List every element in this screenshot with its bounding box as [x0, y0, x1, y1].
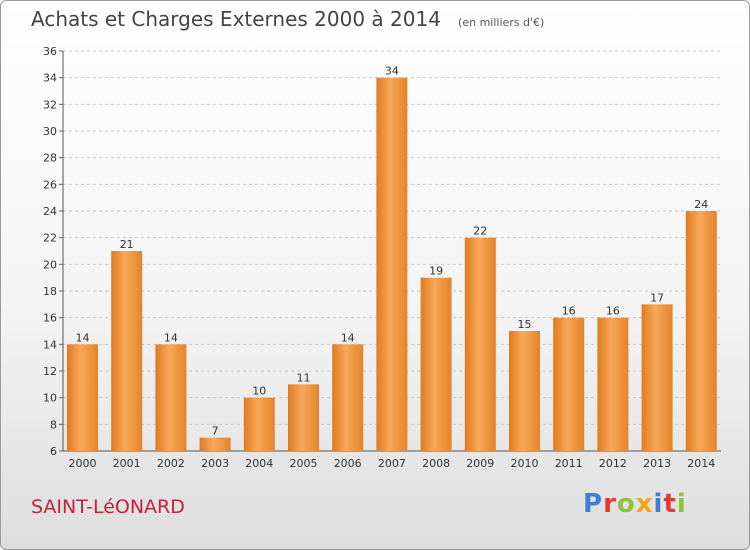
y-tick-label: 34 [43, 72, 57, 85]
y-tick-label: 30 [43, 125, 57, 138]
y-tick-label: 6 [50, 445, 57, 458]
bar-value-label: 14 [164, 331, 178, 344]
bar-value-label: 7 [212, 425, 219, 438]
bar [376, 77, 408, 452]
bar-value-label: 11 [297, 371, 311, 384]
bar [199, 437, 231, 451]
bar-value-label: 14 [341, 331, 355, 344]
x-tick-label: 2001 [113, 457, 141, 470]
proxiti-logo[interactable]: Proxiti [583, 489, 687, 519]
y-tick-label: 36 [43, 45, 57, 58]
bar-value-label: 34 [385, 65, 399, 78]
logo-letter: r [603, 489, 617, 519]
chart-subtitle: (en milliers d'€) [458, 16, 545, 29]
x-tick-label: 2007 [378, 457, 406, 470]
bar [509, 331, 540, 451]
y-tick-label: 26 [43, 178, 57, 191]
x-tick-label: 2008 [422, 457, 450, 470]
logo-letter: i [676, 489, 687, 519]
bar [420, 277, 452, 451]
x-tick-label: 2004 [245, 457, 273, 470]
x-tick-label: 2014 [687, 457, 715, 470]
y-tick-label: 14 [43, 338, 57, 351]
y-tick-label: 24 [43, 205, 57, 218]
bar-value-label: 17 [650, 291, 664, 304]
bar [67, 344, 98, 451]
commune-name: SAINT-LéONARD [31, 496, 185, 518]
bar-value-label: 21 [120, 238, 134, 251]
bar [111, 251, 143, 451]
title-row: Achats et Charges Externes 2000 à 2014 (… [31, 7, 544, 31]
bar-value-label: 16 [606, 305, 620, 318]
x-tick-label: 2013 [643, 457, 671, 470]
bar-value-label: 10 [252, 385, 266, 398]
logo-letter: t [663, 489, 677, 519]
bar [155, 344, 187, 451]
chart-title: Achats et Charges Externes 2000 à 2014 [31, 7, 441, 31]
bar [641, 304, 673, 451]
bar-value-label: 16 [562, 305, 576, 318]
x-tick-label: 2010 [511, 457, 539, 470]
logo-letter: P [583, 489, 604, 519]
bar [464, 237, 496, 451]
y-tick-label: 28 [43, 152, 57, 165]
y-tick-label: 18 [43, 285, 57, 298]
bar-value-label: 24 [694, 198, 708, 211]
logo-letter: i [653, 489, 664, 519]
y-tick-label: 10 [43, 392, 57, 405]
y-tick-label: 22 [43, 232, 57, 245]
bar-value-label: 14 [76, 331, 90, 344]
x-tick-label: 2003 [201, 457, 229, 470]
x-tick-label: 2011 [555, 457, 583, 470]
bar-value-label: 22 [473, 225, 487, 238]
x-tick-label: 2009 [466, 457, 494, 470]
bar [597, 317, 629, 451]
x-tick-label: 2000 [69, 457, 97, 470]
x-tick-label: 2005 [290, 457, 318, 470]
bar [288, 384, 319, 451]
logo-letter: x [635, 489, 654, 519]
bar [243, 397, 275, 451]
y-tick-label: 20 [43, 258, 57, 271]
bar-value-label: 19 [429, 265, 443, 278]
y-tick-label: 32 [43, 98, 57, 111]
bar [553, 317, 585, 451]
logo-letter: o [616, 489, 636, 519]
x-tick-label: 2012 [599, 457, 627, 470]
bar [685, 211, 717, 451]
x-tick-label: 2002 [157, 457, 185, 470]
x-tick-label: 2006 [334, 457, 362, 470]
bar [332, 344, 364, 451]
y-tick-label: 12 [43, 365, 57, 378]
y-tick-label: 16 [43, 312, 57, 325]
y-tick-label: 8 [50, 418, 57, 431]
bar-value-label: 15 [518, 318, 532, 331]
